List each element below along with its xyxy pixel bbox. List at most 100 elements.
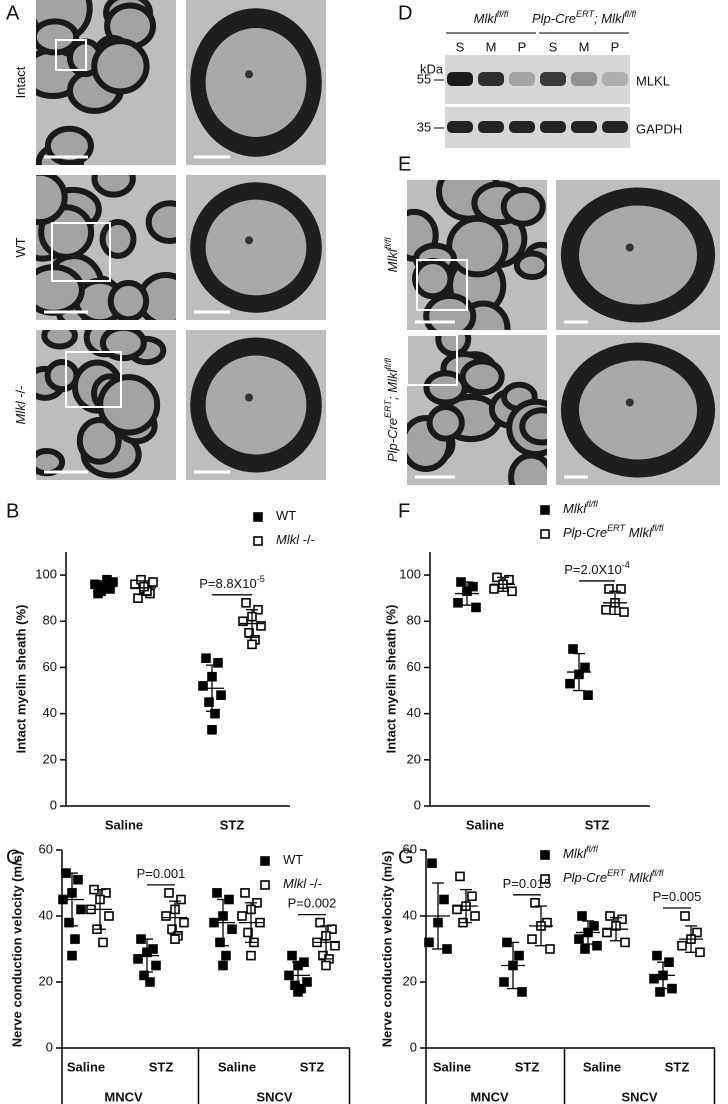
band	[602, 72, 628, 86]
x-tick-label: Saline	[433, 1059, 471, 1074]
micrograph-content	[407, 180, 547, 330]
axon	[205, 355, 307, 455]
text-part: WT	[13, 237, 28, 257]
data-point	[649, 973, 659, 984]
y-tick-label: 60	[407, 659, 421, 674]
data-point	[583, 690, 593, 700]
organelle	[245, 236, 253, 245]
text-part: ERT	[607, 868, 626, 878]
x-tick-label: Saline	[583, 1059, 621, 1074]
text-part: -/-	[13, 386, 28, 402]
data-point	[256, 621, 266, 631]
y-tick-label: 0	[410, 1039, 417, 1054]
micrograph-content	[186, 330, 326, 480]
fiber	[508, 452, 547, 485]
data-point	[215, 937, 225, 948]
data-point	[580, 944, 590, 954]
data-point	[240, 888, 250, 898]
data-point	[213, 658, 223, 668]
band	[571, 72, 597, 86]
fiber	[97, 374, 161, 436]
y-tick-label: 60	[403, 841, 417, 856]
data-point	[161, 911, 171, 921]
p-value: P=0.015	[503, 876, 552, 891]
fiber	[519, 407, 547, 446]
inset-box	[406, 334, 458, 386]
row-label: Plp-CreERT; Mlklfl/fl	[383, 357, 400, 462]
data-point	[73, 874, 83, 885]
micrograph	[556, 180, 720, 330]
data-point	[76, 904, 86, 915]
band	[540, 121, 566, 133]
text-part: fl/fl	[652, 523, 665, 533]
data-point	[133, 954, 143, 964]
data-point	[452, 904, 462, 915]
data-point	[204, 697, 214, 707]
data-point	[327, 924, 337, 935]
panel-label: G	[398, 846, 414, 868]
fiber	[44, 125, 94, 165]
data-point	[471, 602, 481, 613]
p-value: P=8.8X10-5	[199, 574, 265, 591]
group-label: MNCV	[470, 1089, 509, 1104]
text-part: -/-	[299, 532, 315, 547]
fiber	[107, 279, 150, 320]
legend-label: Mlkl -/-	[283, 876, 322, 891]
data-point	[246, 950, 256, 961]
data-point	[652, 950, 662, 961]
data-point	[574, 934, 584, 944]
p-value: P=0.005	[653, 889, 702, 904]
panel-label: A	[6, 2, 20, 24]
fiber	[459, 358, 505, 396]
fiber	[99, 219, 137, 259]
band	[509, 72, 535, 86]
group-label: MNCV	[104, 1089, 143, 1104]
fiber	[36, 448, 66, 477]
panel-label: D	[398, 2, 412, 24]
band	[447, 72, 473, 86]
data-point	[241, 597, 251, 608]
micrograph-content	[407, 335, 547, 485]
inset-box	[51, 222, 111, 282]
text-part: fl/fl	[586, 499, 599, 509]
data-point	[527, 934, 537, 944]
data-point	[424, 937, 434, 948]
data-point	[201, 653, 211, 664]
y-tick-label: 60	[39, 841, 53, 856]
y-tick-label: 0	[414, 797, 421, 812]
data-point	[221, 950, 231, 961]
data-point	[655, 987, 665, 997]
inset-box	[416, 259, 468, 311]
organelle	[625, 398, 634, 407]
data-point	[238, 616, 248, 627]
text-part: fl/fl	[383, 357, 393, 370]
y-axis-label: Intact myelin sheath (%)	[383, 605, 398, 754]
text-part: Intact	[13, 66, 28, 98]
data-point	[198, 681, 208, 691]
panel-label: C	[6, 846, 20, 868]
data-point	[620, 937, 630, 948]
text-part: fl/fl	[652, 868, 665, 878]
group-label: Mlklfl/fl	[474, 9, 510, 26]
x-tick-label: STZ	[665, 1059, 690, 1074]
band	[447, 121, 473, 133]
data-point	[207, 724, 217, 735]
legend-marker	[260, 880, 270, 890]
legend-marker	[260, 856, 270, 866]
data-point	[545, 944, 555, 954]
axon	[205, 28, 307, 137]
legend-marker	[253, 512, 263, 522]
data-point	[602, 927, 612, 938]
data-point	[470, 911, 480, 921]
y-tick-label: 100	[35, 567, 57, 582]
y-tick-label: 20	[39, 973, 53, 988]
lane-label: S	[549, 39, 558, 54]
text-part: WT	[283, 852, 303, 867]
data-point	[302, 977, 312, 987]
legend-label: Mlklfl/fl	[563, 844, 599, 861]
lane-label: M	[486, 39, 497, 54]
text-part: Mlkl	[563, 846, 587, 861]
data-point	[218, 960, 228, 971]
text-part: -5	[257, 574, 265, 584]
